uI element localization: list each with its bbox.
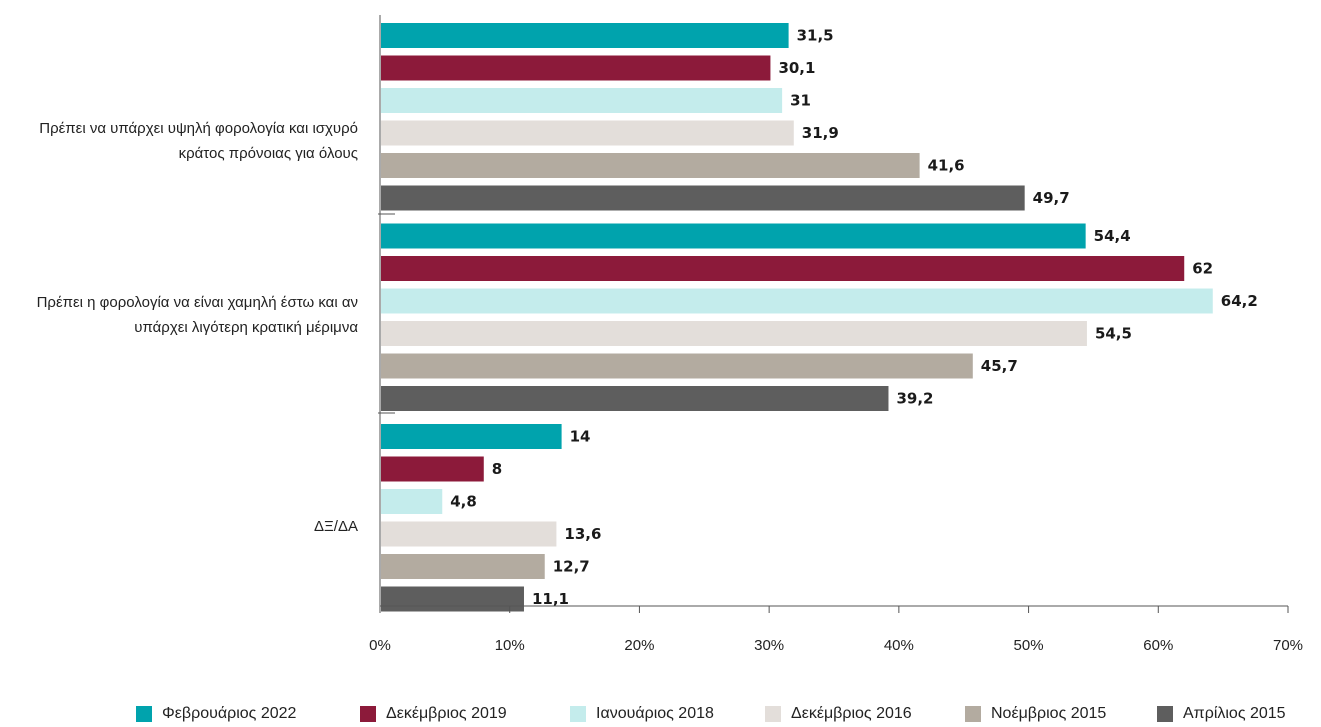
x-tick-label: 0% (369, 637, 391, 654)
legend-item: Φεβρουάριος 2022 (136, 705, 296, 723)
x-tick-label: 50% (1014, 637, 1044, 654)
data-label: 8 (492, 460, 502, 478)
legend-swatch (765, 706, 781, 722)
chart-legend: Φεβρουάριος 2022 Δεκέμβριος 2019 Ιανουάρ… (0, 705, 1321, 727)
bar (381, 353, 973, 379)
bar (381, 88, 783, 113)
bar (381, 521, 557, 547)
data-label: 64,2 (1221, 292, 1258, 310)
data-label: 54,4 (1094, 227, 1131, 245)
legend-item: Δεκέμβριος 2019 (360, 705, 507, 723)
legend-swatch (570, 706, 586, 722)
x-tick-label: 30% (754, 637, 784, 654)
legend-item: Νοέμβριος 2015 (965, 705, 1106, 723)
bar (381, 288, 1213, 314)
bar (381, 321, 1087, 346)
bar (381, 185, 1025, 211)
bar (381, 386, 889, 411)
data-label: 39,2 (896, 390, 933, 408)
data-label: 13,6 (564, 525, 601, 543)
data-label: 45,7 (981, 357, 1018, 375)
data-label: 12,7 (553, 558, 590, 576)
legend-label: Νοέμβριος 2015 (991, 705, 1107, 722)
bar (381, 120, 794, 146)
data-label: 30,1 (778, 59, 815, 77)
bar (381, 554, 545, 579)
x-tick-label: 10% (495, 637, 525, 654)
x-tick-label: 40% (884, 637, 914, 654)
bar (381, 153, 920, 178)
bar (381, 489, 443, 514)
bar (381, 55, 771, 81)
legend-item: Δεκέμβριος 2016 (765, 705, 912, 723)
legend-item: Ιανουάριος 2018 (570, 705, 714, 723)
legend-label: Δεκέμβριος 2019 (386, 705, 507, 722)
legend-label: Απρίλιος 2015 (1183, 705, 1286, 722)
data-label: 31 (790, 92, 811, 110)
bar (381, 256, 1185, 281)
legend-label: Φεβρουάριος 2022 (162, 705, 297, 722)
x-tick-label: 70% (1273, 637, 1303, 654)
data-label: 54,5 (1095, 325, 1132, 343)
bar (381, 223, 1086, 249)
data-label: 4,8 (450, 493, 477, 511)
bar (381, 424, 562, 449)
legend-label: Δεκέμβριος 2016 (791, 705, 912, 722)
legend-label: Ιανουάριος 2018 (596, 705, 714, 722)
legend-swatch (965, 706, 981, 722)
data-label: 41,6 (928, 157, 965, 175)
data-label: 11,1 (532, 590, 569, 608)
legend-swatch (360, 706, 376, 722)
data-label: 31,9 (802, 124, 839, 142)
data-label: 31,5 (797, 27, 834, 45)
data-label: 14 (570, 428, 591, 446)
legend-item: Απρίλιος 2015 (1157, 705, 1286, 723)
bar (381, 586, 524, 612)
bar (381, 456, 484, 482)
legend-swatch (136, 706, 152, 722)
data-label: 49,7 (1033, 189, 1070, 207)
bar-chart: 31,5 30,1 31 31,9 41,6 49,7 54,4 62 64,2 54,5 45,7… (369, 15, 1303, 654)
category-label-low-tax: Πρέπει η φορολογία να είναι χαμηλή έστω … (36, 294, 358, 336)
category-label-high-tax: Πρέπει να υπάρχει υψηλή φορολογία και ισ… (39, 120, 358, 162)
x-tick-label: 20% (624, 637, 654, 654)
x-tick-label: 60% (1143, 637, 1173, 654)
category-label-dk-na: ΔΞ/ΔΑ (314, 518, 358, 535)
data-label: 62 (1192, 260, 1213, 278)
legend-swatch (1157, 706, 1173, 722)
bar (381, 23, 789, 48)
